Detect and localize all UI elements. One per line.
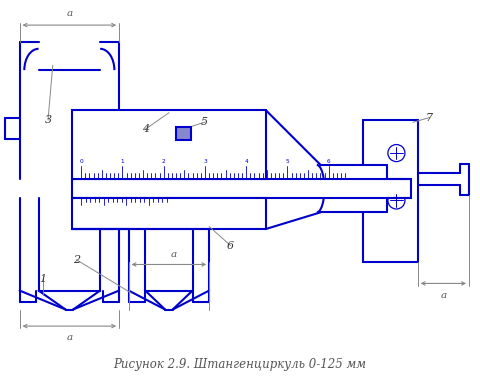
Text: a: a xyxy=(440,291,446,300)
Text: Рисунок 2.9. Штангенциркуль 0-125 мм: Рисунок 2.9. Штангенциркуль 0-125 мм xyxy=(113,358,367,371)
Text: 3: 3 xyxy=(203,159,207,164)
Text: a: a xyxy=(66,333,72,342)
Text: 5: 5 xyxy=(286,159,289,164)
Bar xyxy=(72,179,411,198)
Text: 4: 4 xyxy=(244,159,248,164)
Text: a: a xyxy=(170,249,177,259)
Text: 6: 6 xyxy=(227,241,234,251)
Text: 2: 2 xyxy=(73,255,80,265)
Text: 3: 3 xyxy=(45,115,51,125)
Text: 0: 0 xyxy=(79,159,83,164)
Text: 2: 2 xyxy=(162,159,166,164)
Text: 6: 6 xyxy=(327,159,330,164)
Text: a: a xyxy=(66,9,72,18)
Text: 1: 1 xyxy=(40,274,47,284)
Bar xyxy=(72,198,266,229)
Bar xyxy=(176,126,191,140)
Text: 7: 7 xyxy=(426,113,433,123)
Text: 1: 1 xyxy=(120,159,124,164)
Text: 5: 5 xyxy=(201,117,208,127)
Bar xyxy=(72,110,266,179)
Text: 4: 4 xyxy=(142,125,149,134)
